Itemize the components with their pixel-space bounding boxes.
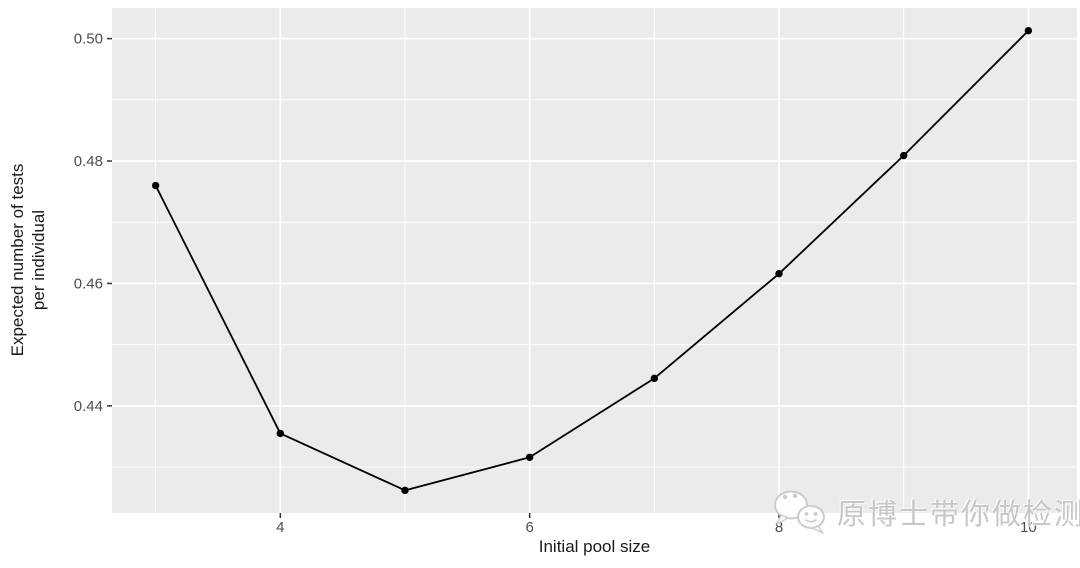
y-tick-label: 0.46 [74, 275, 103, 292]
x-tick-label: 10 [1020, 519, 1037, 536]
data-point [401, 486, 409, 495]
data-point [899, 151, 908, 160]
data-line [154, 30, 1030, 492]
x-tick-label: 8 [775, 519, 783, 536]
x-tick-label: 6 [525, 519, 533, 536]
data-point [151, 181, 160, 190]
plot-panel [112, 8, 1077, 513]
y-axis-title-line1: Expected number of tests [8, 163, 27, 357]
data-point [1024, 26, 1033, 35]
y-tick-label: 0.50 [74, 31, 103, 48]
data-point [775, 269, 783, 278]
x-tick-label: 4 [276, 519, 284, 536]
y-axis-title: Expected number of tests per individual [7, 110, 49, 410]
y-axis-title-line2: per individual [29, 209, 48, 311]
x-axis-title: Initial pool size [538, 537, 651, 556]
data-point [525, 453, 534, 461]
y-tick-label: 0.48 [74, 153, 103, 170]
y-tick-label: 0.44 [74, 398, 103, 415]
data-point [650, 374, 659, 383]
data-point [276, 429, 285, 438]
